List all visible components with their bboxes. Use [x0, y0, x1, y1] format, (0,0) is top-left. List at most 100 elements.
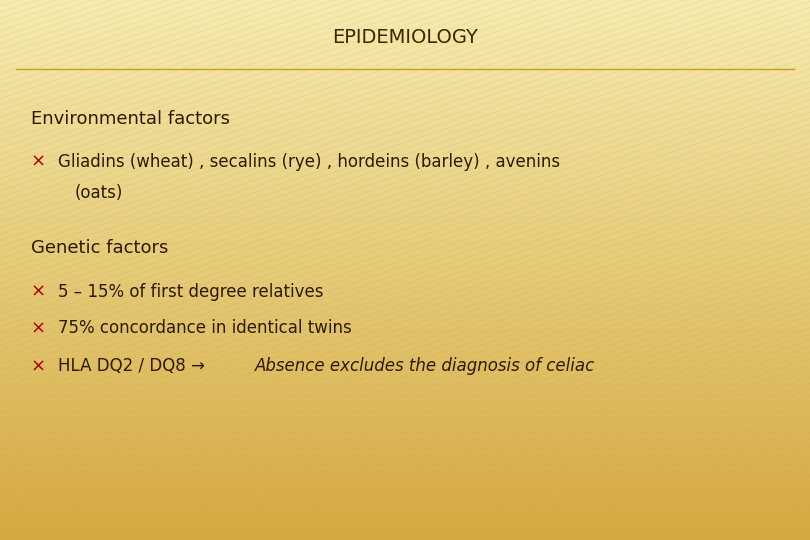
Bar	[0, 151, 810, 157]
Text: (oats): (oats)	[75, 184, 123, 202]
Bar	[0, 70, 810, 76]
Bar	[0, 86, 810, 92]
Bar	[0, 416, 810, 421]
Bar	[0, 292, 810, 297]
Bar	[0, 373, 810, 378]
Bar	[0, 367, 810, 373]
Bar	[0, 529, 810, 535]
Bar	[0, 308, 810, 313]
Bar	[0, 38, 810, 43]
Bar	[0, 54, 810, 59]
Bar	[0, 486, 810, 491]
Bar	[0, 103, 810, 108]
Bar	[0, 335, 810, 340]
Bar	[0, 189, 810, 194]
Bar	[0, 178, 810, 184]
Bar	[0, 167, 810, 173]
Bar	[0, 124, 810, 130]
Bar	[0, 135, 810, 140]
Bar	[0, 329, 810, 335]
Bar	[0, 319, 810, 324]
Text: Environmental factors: Environmental factors	[31, 110, 230, 128]
Bar	[0, 356, 810, 362]
Text: ×: ×	[31, 282, 46, 301]
Bar	[0, 324, 810, 329]
Bar	[0, 200, 810, 205]
Bar	[0, 76, 810, 81]
Bar	[0, 43, 810, 49]
Bar	[0, 286, 810, 292]
Bar	[0, 454, 810, 459]
Bar	[0, 524, 810, 529]
Bar	[0, 405, 810, 410]
Text: HLA DQ2 / DQ8 →: HLA DQ2 / DQ8 →	[58, 357, 211, 375]
Bar	[0, 173, 810, 178]
Bar	[0, 11, 810, 16]
Bar	[0, 16, 810, 22]
Bar	[0, 5, 810, 11]
Bar	[0, 448, 810, 454]
Bar	[0, 211, 810, 216]
Bar	[0, 108, 810, 113]
Text: Gliadins (wheat) , secalins (rye) , hordeins (barley) , avenins: Gliadins (wheat) , secalins (rye) , hord…	[58, 153, 561, 171]
Bar	[0, 513, 810, 518]
Bar	[0, 351, 810, 356]
Bar	[0, 22, 810, 27]
Bar	[0, 0, 810, 5]
Bar	[0, 97, 810, 103]
Bar	[0, 65, 810, 70]
Bar	[0, 238, 810, 243]
Bar	[0, 421, 810, 427]
Bar	[0, 32, 810, 38]
Bar	[0, 410, 810, 416]
Bar	[0, 437, 810, 443]
Bar	[0, 205, 810, 211]
Bar	[0, 270, 810, 275]
Bar	[0, 281, 810, 286]
Bar	[0, 184, 810, 189]
Bar	[0, 502, 810, 508]
Bar	[0, 227, 810, 232]
Bar	[0, 475, 810, 481]
Text: ×: ×	[31, 357, 46, 375]
Bar	[0, 232, 810, 238]
Bar	[0, 432, 810, 437]
Bar	[0, 254, 810, 259]
Bar	[0, 297, 810, 302]
Bar	[0, 346, 810, 351]
Bar	[0, 59, 810, 65]
Bar	[0, 259, 810, 265]
Bar	[0, 497, 810, 502]
Bar	[0, 140, 810, 146]
Bar	[0, 470, 810, 475]
Text: 75% concordance in identical twins: 75% concordance in identical twins	[58, 319, 352, 338]
Text: Absence excludes the diagnosis of celiac: Absence excludes the diagnosis of celiac	[254, 357, 595, 375]
Bar	[0, 518, 810, 524]
Bar	[0, 119, 810, 124]
Text: EPIDEMIOLOGY: EPIDEMIOLOGY	[332, 28, 478, 48]
Bar	[0, 243, 810, 248]
Bar	[0, 508, 810, 513]
Text: 5 – 15% of first degree relatives: 5 – 15% of first degree relatives	[58, 282, 324, 301]
Bar	[0, 49, 810, 54]
Bar	[0, 248, 810, 254]
Bar	[0, 389, 810, 394]
Bar	[0, 275, 810, 281]
Bar	[0, 464, 810, 470]
Bar	[0, 216, 810, 221]
Bar	[0, 130, 810, 135]
Text: ×: ×	[31, 153, 46, 171]
Bar	[0, 535, 810, 540]
Bar	[0, 27, 810, 32]
Bar	[0, 113, 810, 119]
Text: ×: ×	[31, 319, 46, 338]
Bar	[0, 313, 810, 319]
Bar	[0, 92, 810, 97]
Text: Genetic factors: Genetic factors	[31, 239, 168, 258]
Bar	[0, 481, 810, 486]
Bar	[0, 157, 810, 162]
Bar	[0, 394, 810, 400]
Bar	[0, 378, 810, 383]
Bar	[0, 427, 810, 432]
Bar	[0, 400, 810, 405]
